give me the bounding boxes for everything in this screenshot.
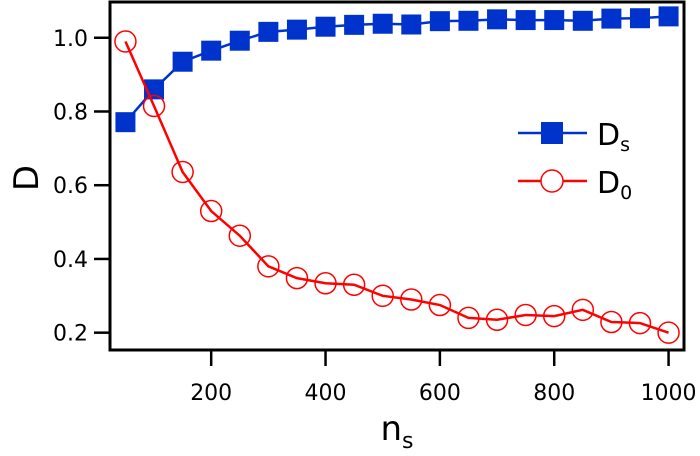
data-point-d0	[342, 273, 366, 296]
legend-circle-marker	[540, 169, 564, 193]
data-point-d0	[400, 288, 423, 311]
x-tick-label: 200	[190, 381, 232, 406]
series-line-1	[124, 40, 669, 334]
data-point-d0	[314, 272, 337, 295]
data-point-ds	[572, 10, 593, 31]
data-point-d0	[542, 304, 566, 328]
y-tick-label: 1.0	[53, 27, 88, 52]
data-point-ds	[201, 40, 222, 61]
legend-label-d0: D0	[597, 166, 632, 204]
data-point-ds	[544, 10, 565, 31]
data-point-ds	[172, 51, 193, 72]
x-axis: 200 400 600 800 1000	[190, 350, 697, 406]
legend: Ds D0	[518, 118, 632, 204]
data-point-ds	[515, 10, 536, 31]
legend-item-ds: Ds	[518, 118, 630, 156]
data-point-ds	[115, 112, 136, 133]
data-point-d0	[285, 266, 309, 290]
data-point-d0	[228, 224, 252, 247]
data-point-ds	[629, 8, 650, 29]
data-point-d0	[142, 94, 166, 118]
data-point-d0	[371, 284, 394, 308]
x-tick-label: 800	[533, 381, 575, 406]
data-point-ds	[429, 11, 450, 32]
y-tick-label: 0.6	[53, 174, 88, 199]
series-line-0	[124, 15, 669, 123]
data-point-d0	[485, 308, 509, 332]
data-point-ds	[401, 14, 422, 35]
data-point-d0	[514, 303, 537, 327]
y-tick-label: 0.4	[53, 248, 88, 273]
x-axis-label: ns	[380, 409, 413, 452]
data-point-d0	[428, 293, 452, 317]
data-point-ds	[372, 13, 393, 34]
data-point-d0	[571, 298, 595, 322]
y-tick-label: 0.2	[53, 322, 88, 347]
data-point-d0	[657, 321, 680, 344]
data-point-d0	[171, 160, 194, 184]
data-point-ds	[458, 10, 479, 31]
plot-marks	[114, 6, 680, 344]
data-point-ds	[258, 21, 279, 42]
legend-item-d0: D0	[518, 166, 632, 204]
data-point-ds	[229, 30, 250, 51]
data-point-d0	[114, 30, 137, 53]
y-tick-label: 0.8	[53, 100, 88, 125]
legend-square-marker	[541, 122, 563, 144]
data-point-ds	[487, 9, 508, 30]
data-point-ds	[344, 14, 365, 35]
data-point-d0	[199, 199, 223, 223]
data-point-ds	[658, 6, 679, 27]
data-point-ds	[601, 8, 622, 29]
legend-label-ds: Ds	[597, 118, 630, 156]
x-tick-label: 400	[305, 381, 347, 406]
data-point-ds	[315, 16, 336, 37]
y-axis: 0.2 0.4 0.6 0.8 1.0	[53, 27, 110, 347]
data-point-d0	[628, 311, 652, 335]
data-point-ds	[286, 19, 307, 40]
data-point-d0	[257, 255, 280, 278]
x-tick-label: 600	[419, 381, 461, 406]
y-axis-label: D	[7, 165, 47, 191]
plot-frame	[108, 0, 686, 352]
data-point-d0	[600, 310, 623, 334]
x-tick-label: 1000	[641, 381, 697, 406]
data-point-d0	[457, 306, 480, 330]
